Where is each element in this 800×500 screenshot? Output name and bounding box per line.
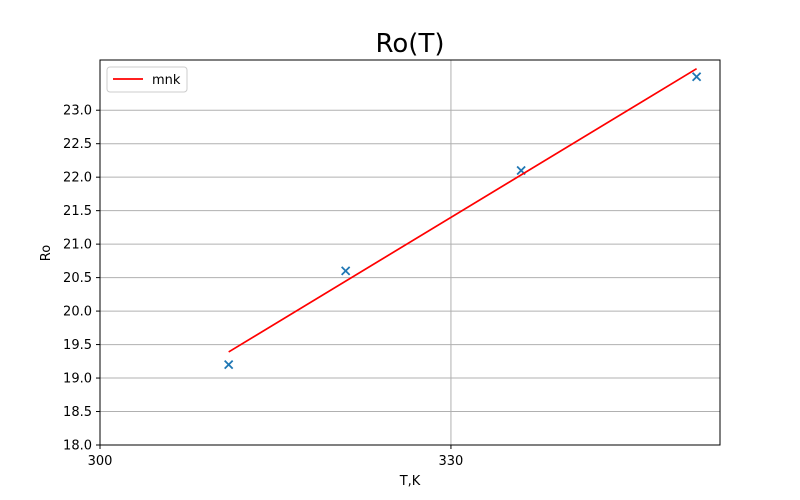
scatter-point	[224, 360, 234, 370]
scatter-point-stroke	[516, 165, 526, 176]
scatter-point-stroke	[691, 72, 702, 82]
y-tick-label: 18.5	[63, 405, 92, 420]
chart-title: Ro(T)	[376, 29, 445, 59]
y-tick-label: 19.5	[63, 338, 92, 353]
x-tick-label: 300	[88, 454, 113, 469]
x-tick-label: 330	[439, 454, 464, 469]
y-tick-label: 18.0	[63, 439, 92, 454]
plot-area	[100, 60, 720, 445]
y-tick-label: 23.0	[63, 104, 92, 119]
legend: mnk	[106, 66, 188, 93]
scatter-point	[341, 266, 351, 276]
series-layer	[224, 67, 702, 370]
y-tick-label: 22.0	[63, 171, 92, 186]
y-tick-label: 20.0	[63, 305, 92, 320]
grid	[99, 60, 720, 446]
plot-frame	[99, 59, 721, 446]
ticks: 18.0 18.5 19.0 19.5 20.0 20.5 21.0 21.5 22.0 22.5…	[63, 104, 463, 469]
scatter-point-stroke	[341, 266, 351, 276]
x-axis-label: T,K	[399, 474, 421, 489]
scatter-point-stroke	[224, 360, 234, 370]
scatter-point	[691, 72, 702, 82]
y-tick-label: 20.5	[63, 271, 92, 286]
fit-line-mnk	[228, 67, 698, 353]
y-tick-label: 22.5	[63, 137, 92, 152]
y-axis-label: Ro	[39, 245, 54, 261]
legend-label-mnk: mnk	[152, 73, 181, 88]
y-tick-label: 21.5	[63, 204, 92, 219]
y-tick-label: 19.0	[63, 372, 92, 387]
y-tick-label: 21.0	[63, 238, 92, 253]
legend-box	[106, 66, 188, 93]
